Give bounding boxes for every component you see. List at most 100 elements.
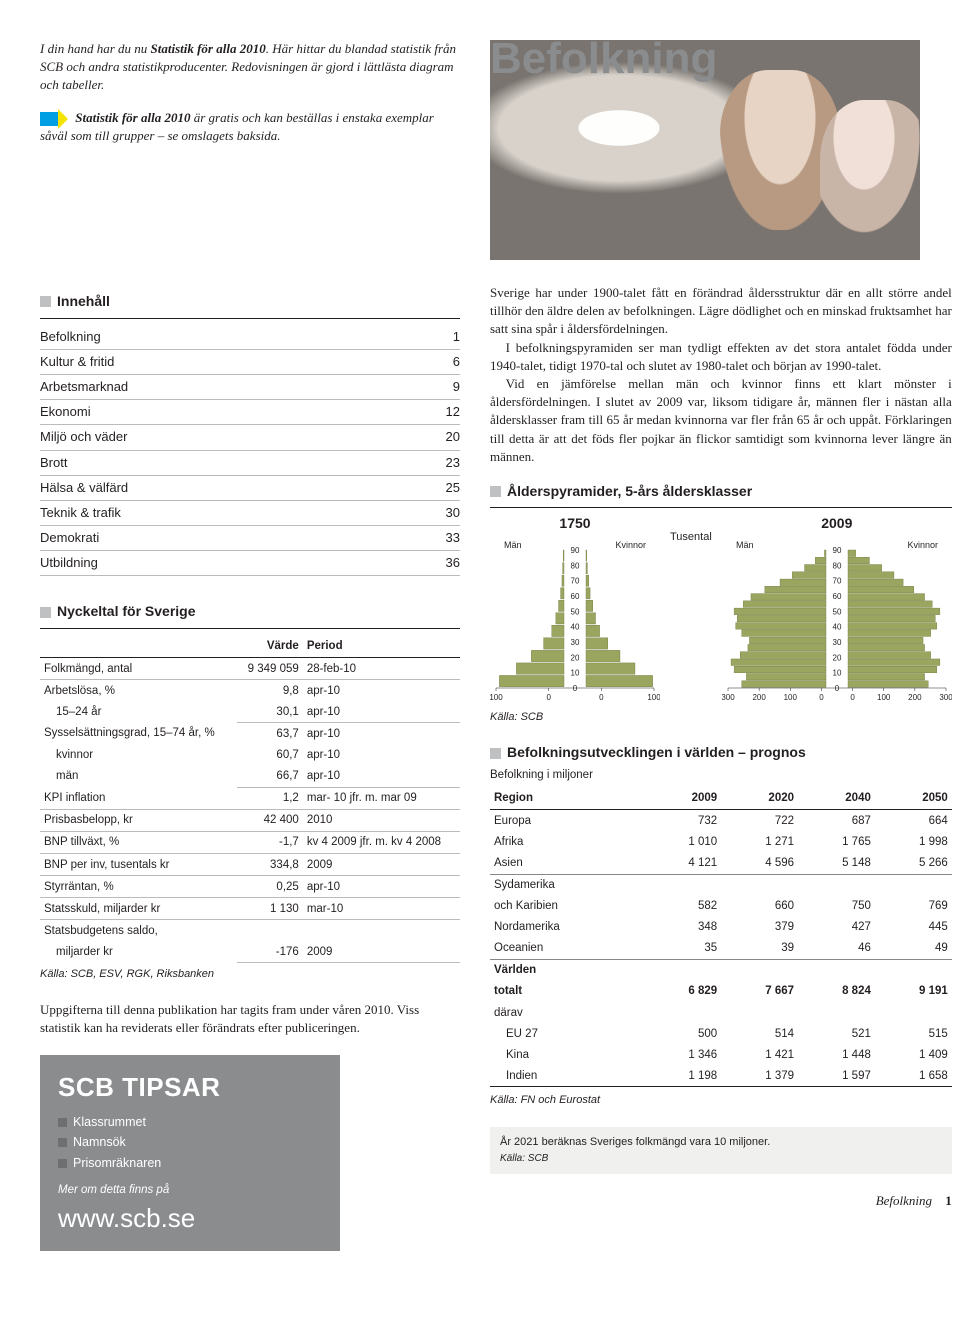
intro-2b: Statistik för alla 2010: [75, 110, 190, 125]
tipsar-more: Mer om detta finns på: [58, 1182, 322, 1198]
world-cell: 1 346: [644, 1044, 721, 1065]
bullet-icon: [490, 748, 501, 759]
world-cell: 1 198: [644, 1065, 721, 1087]
svg-text:0: 0: [850, 693, 855, 702]
svg-text:30: 30: [571, 638, 580, 647]
svg-text:10: 10: [571, 669, 580, 678]
world-row: och Karibien582660750769: [490, 896, 952, 917]
kv-label: Arbetslösa, %: [40, 680, 237, 702]
svg-text:Män: Män: [736, 540, 754, 550]
toc-label: Kultur & fritid: [40, 349, 401, 374]
kv-label: Statsbudgetens saldo,: [40, 920, 237, 942]
toc-page: 9: [401, 374, 460, 399]
svg-text:60: 60: [832, 592, 841, 601]
world-cell: [721, 960, 798, 981]
kv-period: apr-10: [303, 701, 460, 723]
world-cell: [875, 960, 952, 981]
world-row: Afrika1 0101 2711 7651 998: [490, 831, 952, 852]
kv-period: 2009: [303, 854, 460, 876]
svg-text:50: 50: [832, 607, 841, 616]
world-col: 2050: [875, 787, 952, 810]
pyramid-2009: 908070605040302010030020010000100200300M…: [722, 536, 952, 706]
world-col: 2020: [721, 787, 798, 810]
toc-label: Befolkning: [40, 325, 401, 350]
pyr-year-1750: 1750: [559, 514, 590, 534]
tipsar-item: Prisomräknaren: [58, 1155, 322, 1173]
footer-page: 1: [945, 1193, 952, 1208]
world-cell: 750: [798, 896, 875, 917]
kv-table: Värde Period Folkmängd, antal9 349 05928…: [40, 635, 460, 963]
kv-period: apr-10: [303, 745, 460, 766]
kv-label: KPI inflation: [40, 787, 237, 809]
kv-value: 63,7: [237, 723, 302, 745]
toc-page: 23: [401, 450, 460, 475]
world-cell: [721, 874, 798, 896]
world-cell: 1 998: [875, 831, 952, 852]
bullet-icon: [40, 607, 51, 618]
svg-text:80: 80: [832, 561, 841, 570]
world-cell: [798, 874, 875, 896]
world-cell: Oceanien: [490, 938, 644, 960]
kv-value: 30,1: [237, 701, 302, 723]
tipsar-label: Prisomräknaren: [73, 1155, 161, 1173]
kv-value: 66,7: [237, 766, 302, 788]
world-cell: 687: [798, 810, 875, 832]
toc-label: Demokrati: [40, 526, 401, 551]
pyramid-charts: 1750 908070605040302010010000100MänKvinn…: [490, 514, 952, 706]
toc-page: 25: [401, 475, 460, 500]
world-heading: Befolkningsutvecklingen i världen – prog…: [507, 743, 806, 763]
svg-text:0: 0: [546, 693, 551, 702]
world-row: Sydamerika: [490, 874, 952, 896]
toc-label: Ekonomi: [40, 400, 401, 425]
world-row: totalt6 8297 6678 8249 191: [490, 981, 952, 1002]
svg-text:300: 300: [939, 693, 952, 702]
bullet-icon: [58, 1118, 67, 1127]
publication-note: Uppgifterna till denna publikation har t…: [40, 1001, 460, 1037]
kv-row: 15–24 år30,1apr-10: [40, 701, 460, 723]
kv-source: Källa: SCB, ESV, RGK, Riksbanken: [40, 967, 460, 982]
toc-row: Miljö och väder20: [40, 425, 460, 450]
kv-period: mar-10: [303, 898, 460, 920]
svg-text:20: 20: [832, 653, 841, 662]
toc-row: Utbildning36: [40, 551, 460, 576]
world-cell: Indien: [490, 1065, 644, 1087]
world-cell: [875, 874, 952, 896]
svg-text:100: 100: [783, 693, 797, 702]
toc-row: Ekonomi12: [40, 400, 460, 425]
kv-label: BNP tillväxt, %: [40, 831, 237, 853]
kv-row: KPI inflation1,2mar- 10 jfr. m. mar 09: [40, 787, 460, 809]
svg-text:0: 0: [835, 684, 840, 693]
kv-period: 2009: [303, 941, 460, 963]
toc-row: Demokrati33: [40, 526, 460, 551]
world-row: därav: [490, 1002, 952, 1023]
world-cell: 46: [798, 938, 875, 960]
svg-text:100: 100: [490, 693, 503, 702]
arrow-icon: [40, 112, 68, 126]
kv-value: 1 130: [237, 898, 302, 920]
svg-text:70: 70: [832, 577, 841, 586]
bullet-icon: [58, 1159, 67, 1168]
world-col: Region: [490, 787, 644, 810]
kv-label: Statsskuld, miljarder kr: [40, 898, 237, 920]
world-cell: EU 27: [490, 1023, 644, 1044]
svg-text:10: 10: [832, 669, 841, 678]
world-row: Oceanien35394649: [490, 938, 952, 960]
kv-label: Folkmängd, antal: [40, 658, 237, 680]
world-cell: 664: [875, 810, 952, 832]
world-row: Kina1 3461 4211 4481 409: [490, 1044, 952, 1065]
toc-label: Utbildning: [40, 551, 401, 576]
world-cell: 7 667: [721, 981, 798, 1002]
kv-row: Statsbudgetens saldo,: [40, 920, 460, 942]
kv-period: apr-10: [303, 680, 460, 702]
kv-value: -176: [237, 941, 302, 963]
svg-text:100: 100: [647, 693, 660, 702]
world-cell: 35: [644, 938, 721, 960]
pyramid-heading: Ålderspyramider, 5-års åldersklasser: [507, 482, 752, 502]
svg-text:100: 100: [877, 693, 891, 702]
world-cell: [875, 1002, 952, 1023]
kv-value: 60,7: [237, 745, 302, 766]
toc-row: Arbetsmarknad9: [40, 374, 460, 399]
world-cell: 1 765: [798, 831, 875, 852]
intro-paragraph-2: Statistik för alla 2010 är gratis och ka…: [40, 109, 460, 145]
toc-page: 30: [401, 500, 460, 525]
